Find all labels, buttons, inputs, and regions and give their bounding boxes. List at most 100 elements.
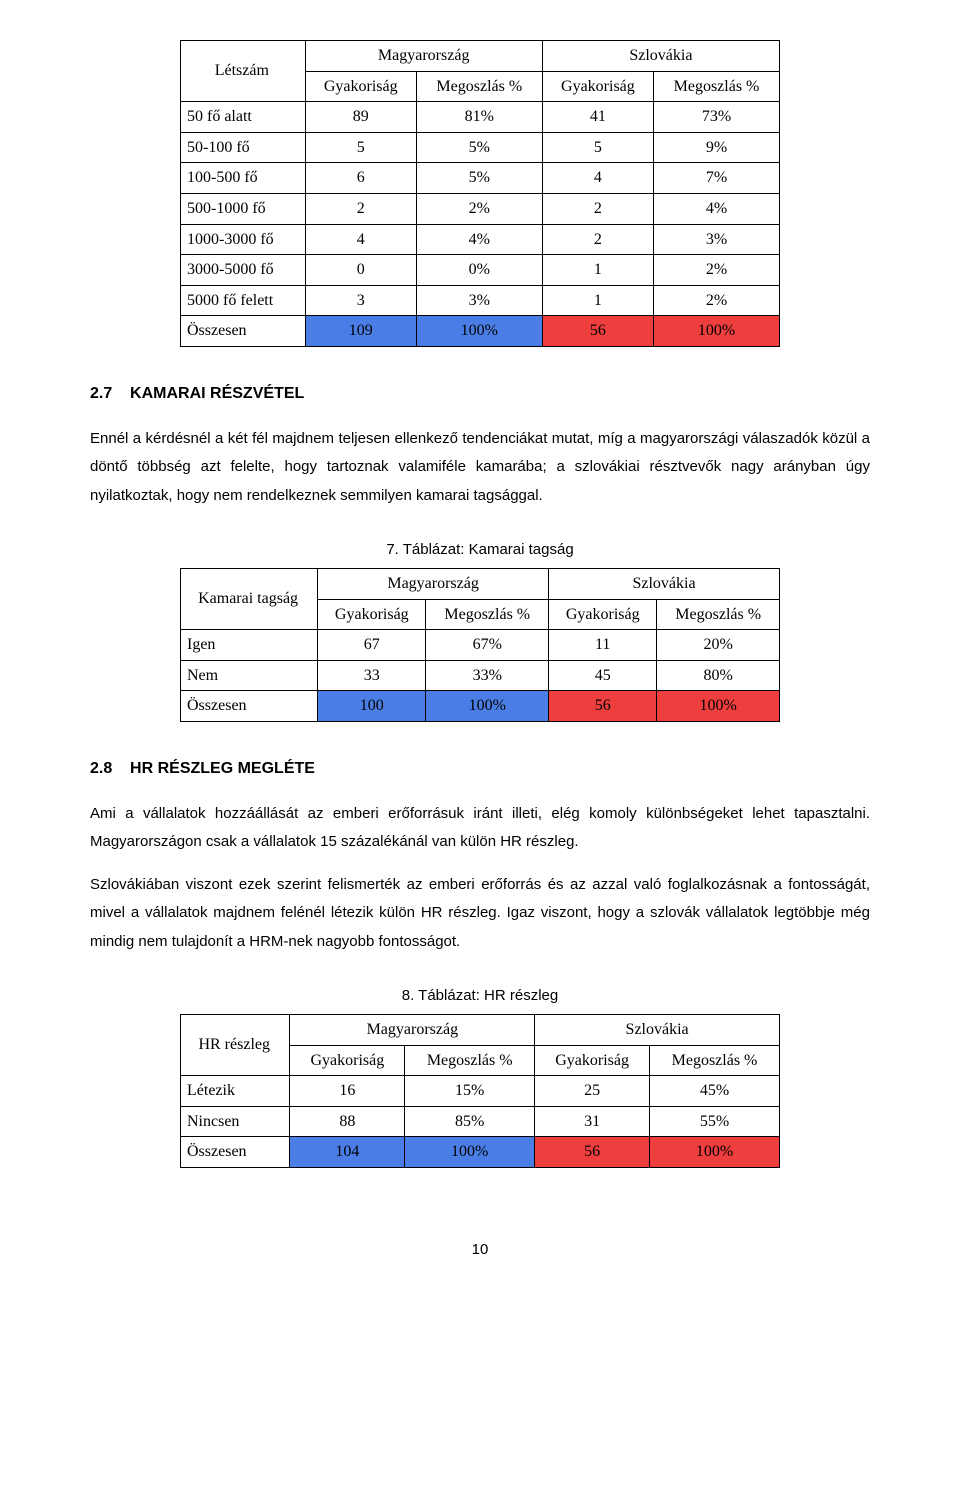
cell: 0 (305, 255, 416, 286)
cell: 33% (426, 660, 549, 691)
t3-header-sk: Szlovákia (535, 1015, 780, 1046)
cell: 2 (542, 224, 653, 255)
cell: 0% (416, 255, 542, 286)
cell: 1 (542, 285, 653, 316)
cell: 41 (542, 102, 653, 133)
cell: 100% (426, 691, 549, 722)
cell: 81% (416, 102, 542, 133)
table-kamarai: Kamarai tagság Magyarország Szlovákia Gy… (180, 568, 780, 722)
section-27-title: KAMARAI RÉSZVÉTEL (130, 385, 304, 402)
cell: 9% (654, 132, 780, 163)
cell: 4% (416, 224, 542, 255)
cell: 25 (535, 1076, 650, 1107)
cell: 2 (542, 193, 653, 224)
table2-caption: 7. Táblázat: Kamarai tagság (90, 538, 870, 562)
section-27-heading: 2.7 KAMARAI RÉSZVÉTEL (90, 381, 870, 407)
t2-col-pct-hu: Megoszlás % (426, 599, 549, 630)
t3-header-hu: Magyarország (290, 1015, 535, 1046)
cell: 3 (305, 285, 416, 316)
row-label: 500-1000 fő (181, 193, 306, 224)
t1-col-freq-hu: Gyakoriság (305, 71, 416, 102)
row-label: Létezik (181, 1076, 290, 1107)
row-label: 100-500 fő (181, 163, 306, 194)
cell: 1 (542, 255, 653, 286)
cell: 20% (657, 630, 780, 661)
cell: 2% (416, 193, 542, 224)
cell: 55% (650, 1106, 780, 1137)
cell: 56 (549, 691, 657, 722)
row-label: 50 fő alatt (181, 102, 306, 133)
cell: 73% (654, 102, 780, 133)
table-row: 5000 fő felett33%12% (181, 285, 780, 316)
t1-header-cat: Létszám (181, 41, 306, 102)
table-row: Nem3333%4580% (181, 660, 780, 691)
table-row: 50-100 fő55%59% (181, 132, 780, 163)
section-28-number: 2.8 (90, 760, 112, 777)
cell: 5% (416, 163, 542, 194)
row-label: Igen (181, 630, 318, 661)
table-row: 1000-3000 fő44%23% (181, 224, 780, 255)
section-27-para: Ennél a kérdésnél a két fél majdnem telj… (90, 425, 870, 511)
cell: 7% (654, 163, 780, 194)
cell: 104 (290, 1137, 405, 1168)
cell: 5 (542, 132, 653, 163)
cell: 3% (416, 285, 542, 316)
t1-col-pct-hu: Megoszlás % (416, 71, 542, 102)
cell: 5% (416, 132, 542, 163)
t3-col-freq-hu: Gyakoriság (290, 1045, 405, 1076)
t2-col-freq-sk: Gyakoriság (549, 599, 657, 630)
cell: 56 (542, 316, 653, 347)
section-28-heading: 2.8 HR RÉSZLEG MEGLÉTE (90, 756, 870, 782)
cell: 2% (654, 285, 780, 316)
cell: 85% (405, 1106, 535, 1137)
table-row: 50 fő alatt8981%4173% (181, 102, 780, 133)
cell: 2% (654, 255, 780, 286)
cell: 56 (535, 1137, 650, 1168)
table-row: Összesen104100%56100% (181, 1137, 780, 1168)
page-number: 10 (90, 1238, 870, 1262)
cell: 80% (657, 660, 780, 691)
table-row: Létezik1615%2545% (181, 1076, 780, 1107)
row-label: Összesen (181, 691, 318, 722)
cell: 100% (416, 316, 542, 347)
section-28-title: HR RÉSZLEG MEGLÉTE (130, 760, 315, 777)
row-label: 3000-5000 fő (181, 255, 306, 286)
t3-col-freq-sk: Gyakoriság (535, 1045, 650, 1076)
t2-header-hu: Magyarország (318, 569, 549, 600)
cell: 11 (549, 630, 657, 661)
cell: 109 (305, 316, 416, 347)
row-label: Összesen (181, 1137, 290, 1168)
row-label: Nem (181, 660, 318, 691)
t2-col-pct-sk: Megoszlás % (657, 599, 780, 630)
cell: 89 (305, 102, 416, 133)
t1-header-sk: Szlovákia (542, 41, 779, 72)
cell: 6 (305, 163, 416, 194)
cell: 67% (426, 630, 549, 661)
section-27-number: 2.7 (90, 385, 112, 402)
t2-header-cat: Kamarai tagság (181, 569, 318, 630)
table-row: Összesen100100%56100% (181, 691, 780, 722)
section-28-para1: Ami a vállalatok hozzáállását az emberi … (90, 800, 870, 857)
section-28-para2: Szlovákiában viszont ezek szerint felism… (90, 871, 870, 957)
cell: 100% (650, 1137, 780, 1168)
cell: 4 (542, 163, 653, 194)
cell: 15% (405, 1076, 535, 1107)
row-label: 50-100 fő (181, 132, 306, 163)
row-label: Nincsen (181, 1106, 290, 1137)
cell: 3% (654, 224, 780, 255)
row-label: 1000-3000 fő (181, 224, 306, 255)
cell: 2 (305, 193, 416, 224)
cell: 33 (318, 660, 426, 691)
t3-col-pct-hu: Megoszlás % (405, 1045, 535, 1076)
cell: 88 (290, 1106, 405, 1137)
cell: 100% (405, 1137, 535, 1168)
cell: 45 (549, 660, 657, 691)
t3-header-cat: HR részleg (181, 1015, 290, 1076)
cell: 100% (654, 316, 780, 347)
row-label: 5000 fő felett (181, 285, 306, 316)
t1-header-hu: Magyarország (305, 41, 542, 72)
cell: 100 (318, 691, 426, 722)
cell: 5 (305, 132, 416, 163)
t1-col-freq-sk: Gyakoriság (542, 71, 653, 102)
table-row: Igen6767%1120% (181, 630, 780, 661)
